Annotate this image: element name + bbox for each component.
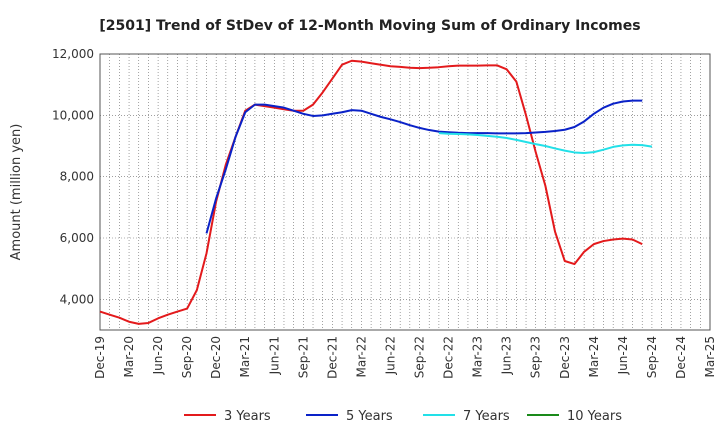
series-line-3-years <box>99 59 643 325</box>
y-tick-labels: 4,000 6,000 8,000 10,000 12,000 <box>52 47 94 306</box>
x-tick-label: Sep-20 <box>180 336 194 378</box>
x-tick-label: Mar-23 <box>471 336 485 377</box>
x-tick-label: Dec-19 <box>93 336 107 379</box>
x-tick-label: Jun-21 <box>267 336 281 375</box>
x-tick-label: Dec-23 <box>558 336 572 379</box>
x-tick-label: Mar-24 <box>587 336 601 377</box>
y-tick-label: 4,000 <box>60 292 94 306</box>
x-tick-label: Dec-22 <box>442 336 456 379</box>
legend-label-10-years: 10 Years <box>567 409 622 424</box>
x-tick-label: Jun-20 <box>151 336 165 375</box>
x-tick-label: Mar-20 <box>122 336 136 377</box>
x-tick-label: Sep-24 <box>645 336 659 378</box>
y-tick-label: 12,000 <box>52 47 94 61</box>
x-tick-label: Mar-21 <box>238 336 252 377</box>
x-tick-label: Dec-24 <box>674 336 688 379</box>
y-tick-label: 10,000 <box>52 108 94 122</box>
legend-label-5-years: 5 Years <box>346 409 393 424</box>
x-tick-label: Mar-25 <box>703 336 717 377</box>
x-tick-label: Sep-22 <box>413 336 427 378</box>
x-tick-label: Jun-24 <box>616 336 630 375</box>
plot-area-frame <box>99 53 711 331</box>
series-line-5-years <box>205 99 643 234</box>
x-tick-label: Dec-20 <box>209 336 223 379</box>
x-tick-labels: Dec-19 Mar-20 Jun-20 Sep-20 Dec-20 Mar-21 Jun-… <box>93 336 717 379</box>
x-tick-label: Mar-22 <box>354 336 368 377</box>
y-tick-label: 8,000 <box>60 170 94 184</box>
x-tick-label: Sep-21 <box>296 336 310 378</box>
x-tick-label: Jun-22 <box>383 336 397 375</box>
legend: 3 Years 5 Years 7 Years 10 Years <box>184 409 622 424</box>
chart-title: [2501] Trend of StDev of 12-Month Moving… <box>99 18 640 34</box>
legend-label-7-years: 7 Years <box>463 409 510 424</box>
series-lines <box>99 59 653 325</box>
y-tick-label: 6,000 <box>60 231 94 245</box>
grid-lines <box>100 53 710 330</box>
x-tick-label: Sep-23 <box>529 336 543 378</box>
series-line-7-years <box>438 132 653 155</box>
x-tick-label: Dec-21 <box>325 336 339 379</box>
legend-label-3-years: 3 Years <box>224 409 271 424</box>
x-tick-label: Jun-23 <box>500 336 514 375</box>
y-axis-label: Amount (million yen) <box>9 124 24 261</box>
